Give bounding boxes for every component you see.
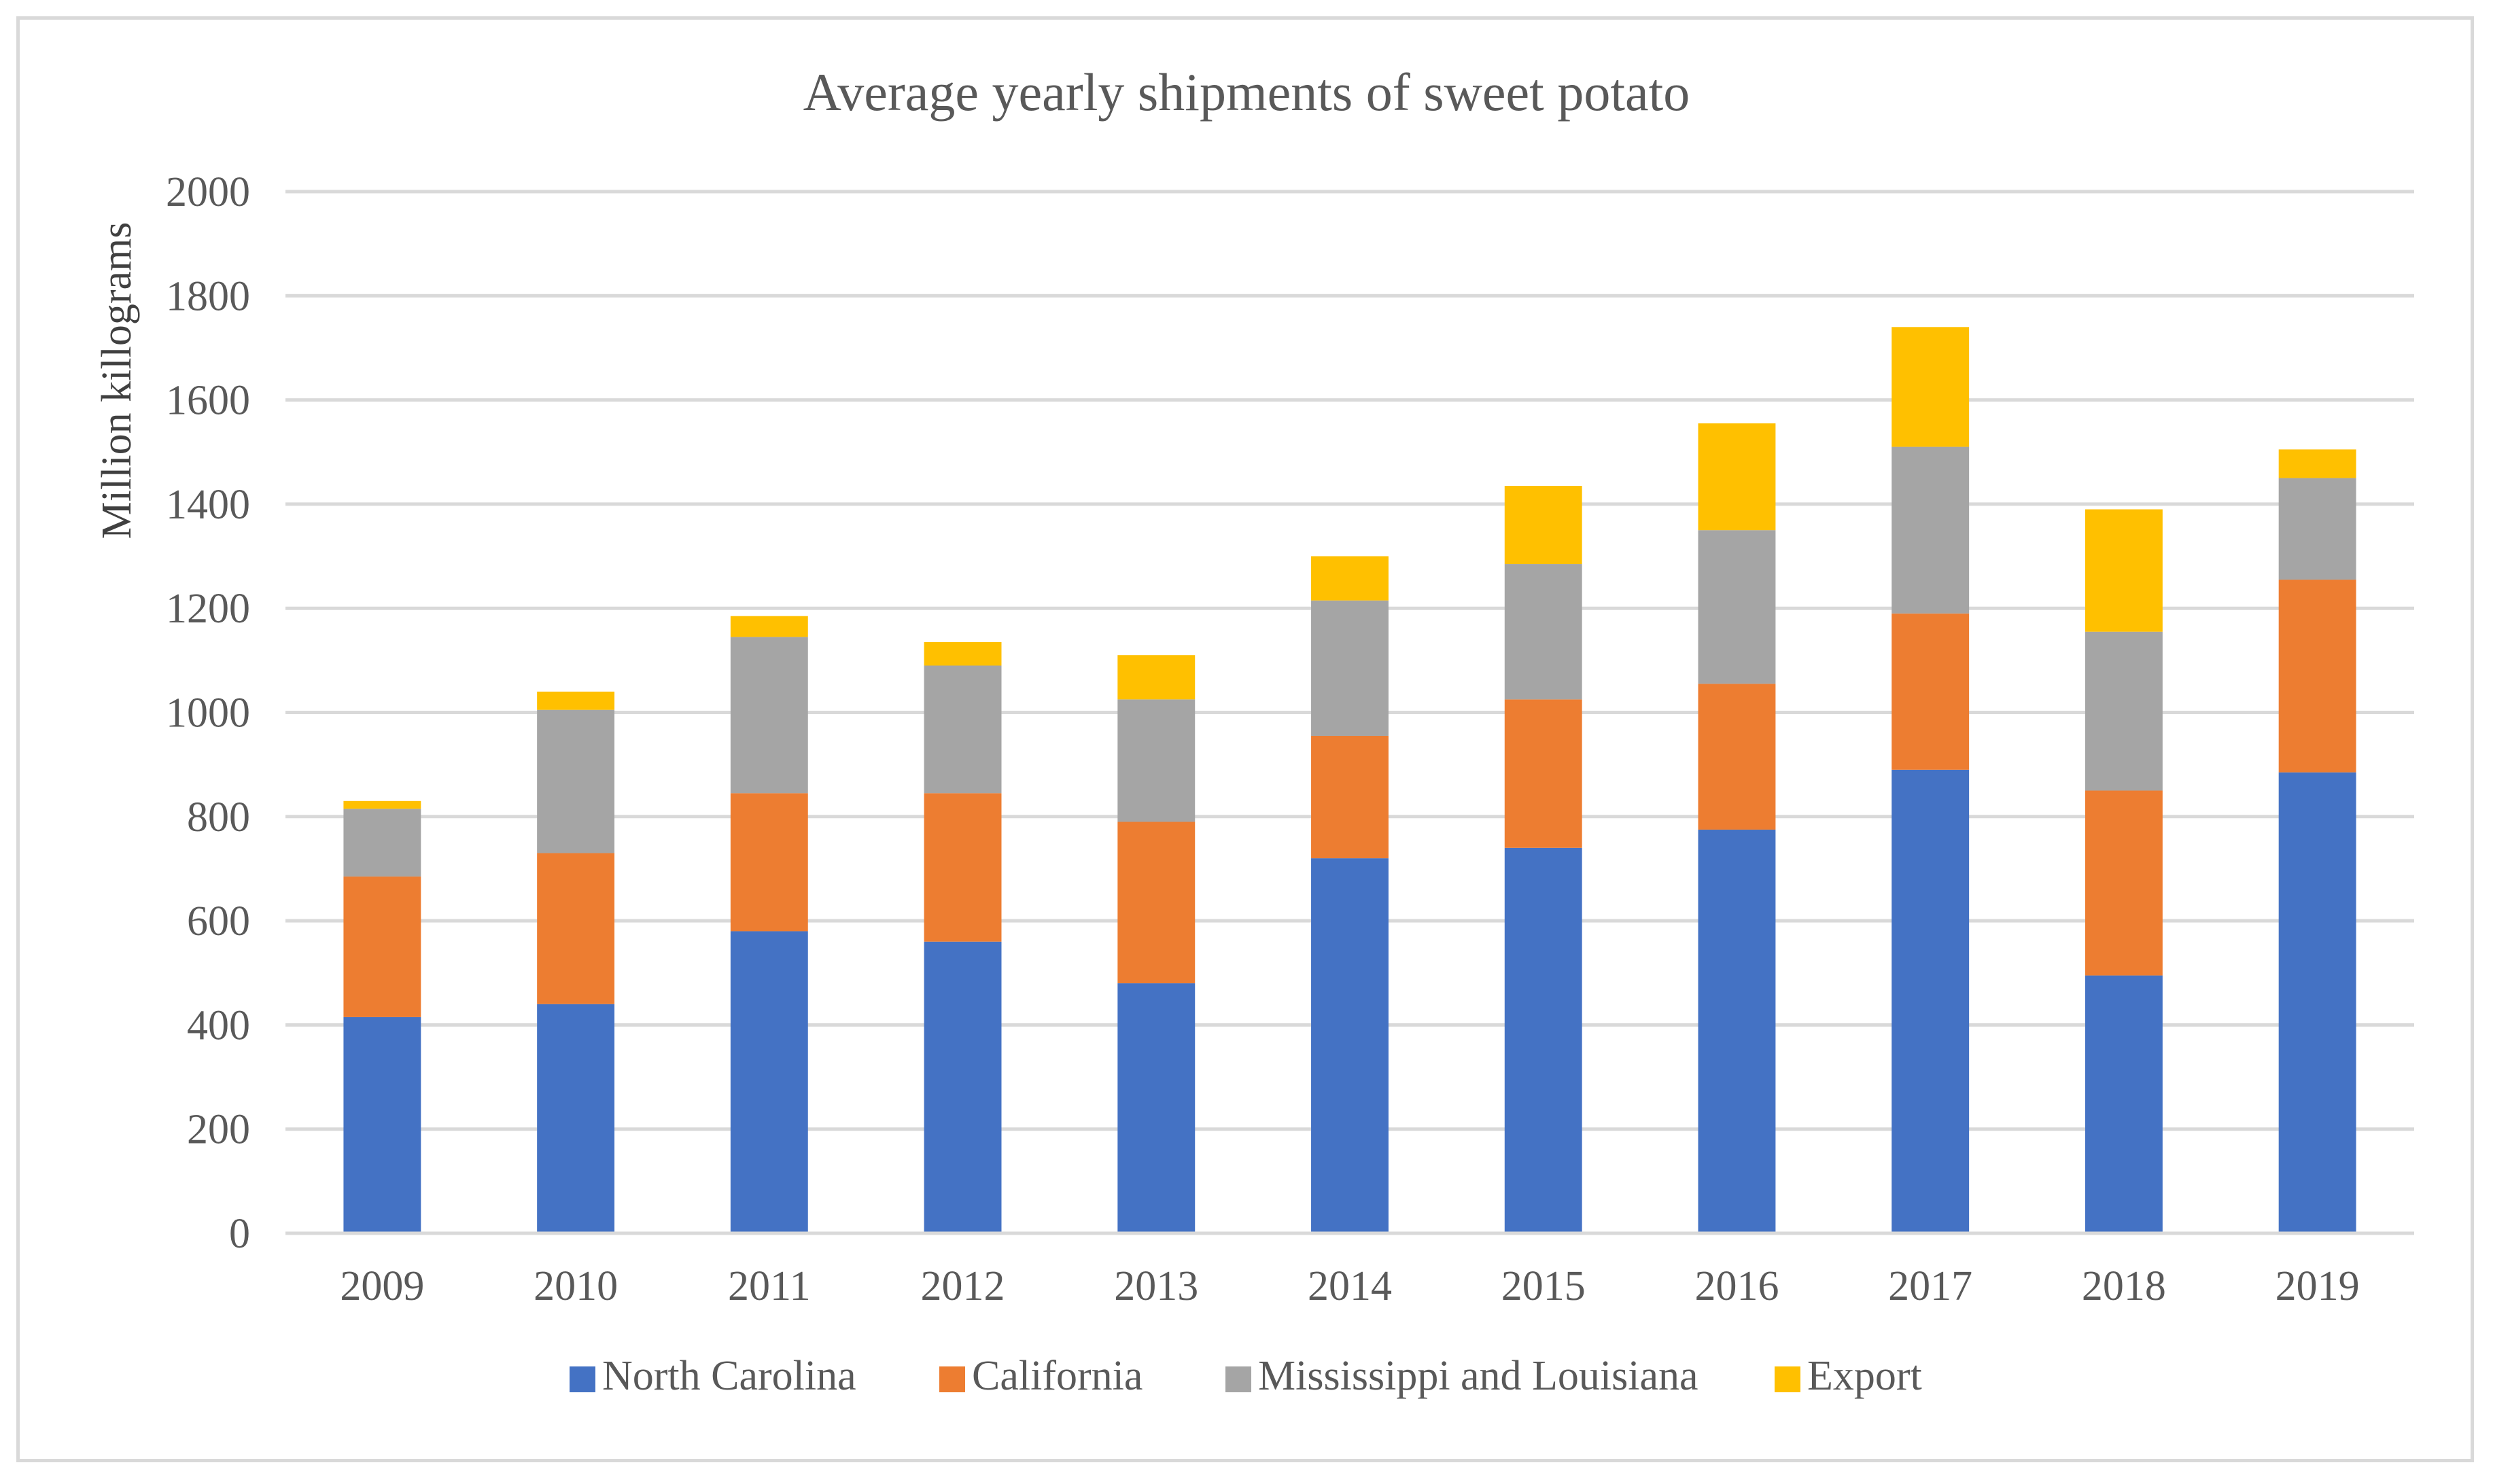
bar-segment (1311, 556, 1389, 601)
bar-segment (537, 691, 615, 710)
legend: North Carolina California Mississippi and … (570, 1353, 1922, 1399)
bar-segment (1504, 564, 1582, 700)
grid-lines (285, 190, 2414, 1131)
bar-segment (1891, 327, 1970, 447)
y-tick-label: 1800 (166, 273, 250, 319)
bar-segment (537, 709, 615, 853)
legend-label: Export (1807, 1353, 1922, 1399)
y-tick-label: 1200 (166, 586, 250, 632)
bar-segment (924, 941, 1002, 1233)
bar-stack-2013 (1117, 655, 1196, 1233)
bar-stack-2009 (343, 800, 421, 1233)
bar-segment (2085, 631, 2163, 791)
bar-segment (1891, 446, 1970, 614)
bar-segment (537, 1004, 615, 1233)
legend-swatch (1775, 1366, 1800, 1392)
x-tick-label: 2009 (340, 1263, 424, 1309)
x-tick-label: 2019 (2276, 1263, 2360, 1309)
bar-stack-2018 (2085, 509, 2163, 1233)
y-tick-label: 400 (187, 1002, 250, 1048)
bar-segment (1891, 769, 1970, 1233)
bar-segment (343, 800, 421, 809)
bar-stack-2014 (1311, 556, 1389, 1233)
x-tick-label: 2014 (1308, 1263, 1392, 1309)
x-tick-label: 2012 (921, 1263, 1005, 1309)
x-tick-label: 2018 (2082, 1263, 2166, 1309)
x-tick-label: 2011 (728, 1263, 811, 1309)
y-tick-label: 600 (187, 898, 250, 944)
bar-segment (2278, 478, 2356, 580)
bar-segment (1504, 486, 1582, 565)
bar-segment (2278, 449, 2356, 478)
y-tick-label: 1400 (166, 482, 250, 528)
legend-swatch (939, 1366, 965, 1392)
x-tick-labels: 2009 2010 2011 2012 2013 2014 2015 2016 2017 2018… (340, 1263, 2359, 1309)
bar-stack-2010 (537, 691, 615, 1233)
bar-stack-2012 (924, 642, 1002, 1233)
bar-segment (2085, 790, 2163, 976)
bar-segment (2278, 772, 2356, 1233)
bar-stack-2019 (2278, 449, 2356, 1233)
bar-segment (1311, 600, 1389, 736)
bar-stack-2017 (1891, 327, 1970, 1233)
bar-segment (1311, 735, 1389, 859)
bar-segment (2085, 975, 2163, 1233)
bar-segment (1698, 829, 1776, 1233)
y-tick-label: 800 (187, 794, 250, 841)
legend-item: California (939, 1353, 1143, 1399)
legend-label: California (972, 1353, 1143, 1399)
bar-segment (1504, 699, 1582, 848)
bar-stack-2016 (1698, 423, 1776, 1233)
y-tick-label: 1600 (166, 378, 250, 424)
bar-segment (1117, 699, 1196, 822)
bar-segment (2085, 509, 2163, 632)
bar-segment (924, 642, 1002, 666)
bar-stack-2011 (730, 616, 808, 1233)
bar-segment (537, 853, 615, 1004)
legend-swatch (570, 1366, 595, 1392)
legend-label: North Carolina (602, 1353, 856, 1399)
bar-segment (1117, 983, 1196, 1233)
bar-segment (924, 665, 1002, 794)
bar-segment (1698, 684, 1776, 830)
bar-segment (1891, 613, 1970, 770)
legend-item: Mississippi and Louisiana (1225, 1353, 1698, 1399)
bar-segment (1311, 858, 1389, 1233)
x-tick-label: 2015 (1501, 1263, 1586, 1309)
bar-stack-2015 (1504, 486, 1582, 1233)
bar-segment (2278, 580, 2356, 773)
legend-label: Mississippi and Louisiana (1258, 1353, 1698, 1399)
bar-segment (343, 876, 421, 1017)
x-tick-label: 2017 (1888, 1263, 1972, 1309)
bar-segment (1698, 530, 1776, 684)
bar-segment (1698, 423, 1776, 531)
legend-swatch (1225, 1366, 1251, 1392)
bar-segment (730, 637, 808, 794)
y-tick-labels: 0 200 400 600 800 1000 1200 1400 1600 1800 2000 (166, 169, 250, 1257)
bar-segment (1117, 822, 1196, 984)
y-tick-label: 2000 (166, 169, 250, 215)
bar-segment (1504, 847, 1582, 1233)
y-axis-title: Million killograms (94, 222, 140, 540)
bar-segment (1117, 655, 1196, 700)
bar-segment (924, 793, 1002, 942)
chart-title: Average yearly shipments of sweet potato (803, 63, 1690, 122)
bar-segment (343, 1017, 421, 1233)
bar-segment (730, 931, 808, 1233)
bar-segment (730, 616, 808, 637)
chart-frame (16, 16, 2474, 1462)
x-tick-label: 2013 (1114, 1263, 1198, 1309)
bars (343, 327, 2356, 1233)
y-tick-label: 200 (187, 1107, 250, 1153)
bar-segment (730, 793, 808, 932)
x-tick-label: 2016 (1694, 1263, 1779, 1309)
legend-item: North Carolina (570, 1353, 856, 1399)
y-tick-label: 0 (229, 1211, 250, 1257)
x-tick-label: 2010 (534, 1263, 618, 1309)
y-tick-label: 1000 (166, 690, 250, 737)
legend-item: Export (1775, 1353, 1922, 1399)
bar-segment (343, 809, 421, 877)
